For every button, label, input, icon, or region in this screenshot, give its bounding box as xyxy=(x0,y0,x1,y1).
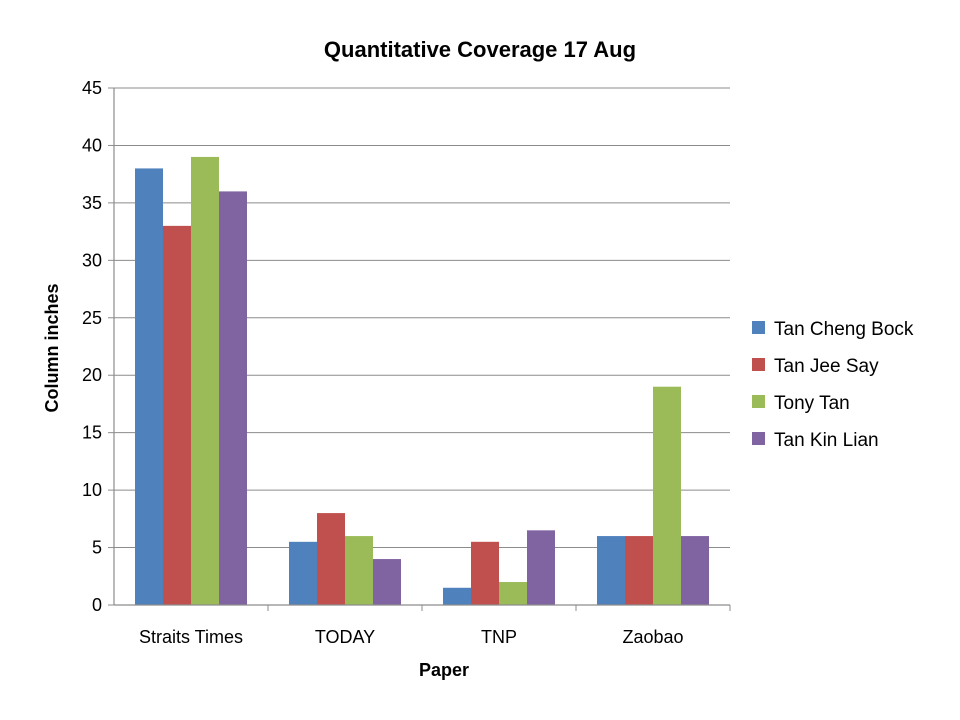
y-tick-label: 40 xyxy=(82,135,102,155)
y-tick-label: 15 xyxy=(82,423,102,443)
x-tick-labels: Straits Times TODAY TNP Zaobao xyxy=(139,605,731,647)
bar-3-2 xyxy=(345,536,373,605)
bar-3-1 xyxy=(191,156,219,605)
legend-label: Tan Kin Lian xyxy=(774,430,879,451)
bar-2-4 xyxy=(625,536,653,605)
bar-2-1 xyxy=(163,225,191,605)
legend-swatch xyxy=(752,432,765,445)
bar-1-3 xyxy=(443,587,471,605)
x-axis-title: Paper xyxy=(419,660,469,680)
x-tick-label: Straits Times xyxy=(139,627,243,647)
y-tick-label: 30 xyxy=(82,250,102,270)
bar-2-2 xyxy=(317,513,345,605)
bar-3-4 xyxy=(653,386,681,605)
chart-title: Quantitative Coverage 17 Aug xyxy=(324,37,636,62)
x-tick-label: TODAY xyxy=(315,627,375,647)
x-tick-label: TNP xyxy=(481,627,517,647)
y-tick-label: 20 xyxy=(82,365,102,385)
y-tick-label: 25 xyxy=(82,308,102,328)
legend-label: Tan Cheng Bock xyxy=(774,319,914,340)
y-tick-labels: 0 5 10 15 20 25 30 35 40 45 xyxy=(82,78,102,615)
bar-4-2 xyxy=(373,559,401,605)
bars-group xyxy=(135,156,709,605)
bar-1-2 xyxy=(289,541,317,605)
y-tick-label: 0 xyxy=(92,595,102,615)
y-tick-label: 10 xyxy=(82,480,102,500)
bar-1-1 xyxy=(135,168,163,605)
y-tick-label: 5 xyxy=(92,538,102,558)
legend-swatch xyxy=(752,395,765,408)
legend-label: Tan Jee Say xyxy=(774,356,879,377)
legend: Tan Cheng Bock Tan Jee Say Tony Tan Tan Kin… xyxy=(752,319,914,451)
bar-3-3 xyxy=(499,582,527,605)
y-axis-title: Column inches xyxy=(42,283,62,412)
bar-4-4 xyxy=(681,536,709,605)
legend-swatch xyxy=(752,358,765,371)
x-tick-label: Zaobao xyxy=(622,627,683,647)
y-tick-label: 35 xyxy=(82,193,102,213)
y-tick-label: 45 xyxy=(82,78,102,98)
legend-label: Tony Tan xyxy=(774,393,850,414)
bar-4-1 xyxy=(219,191,247,605)
legend-swatch xyxy=(752,321,765,334)
bar-4-3 xyxy=(527,530,555,605)
bar-1-4 xyxy=(597,536,625,605)
bar-2-3 xyxy=(471,541,499,605)
